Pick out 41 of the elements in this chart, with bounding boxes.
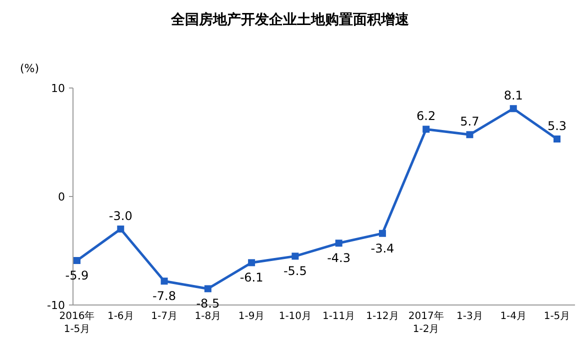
y-tick-label: 10 <box>51 82 65 95</box>
data-label: -4.3 <box>327 251 351 266</box>
point <box>117 226 124 233</box>
x-tick-label: 2016年 1-5月 <box>59 310 95 335</box>
data-label: -5.5 <box>283 264 307 278</box>
x-tick-label: 1-7月 <box>151 311 178 322</box>
point <box>160 278 168 285</box>
x-tick-label: 2017年 1-2月 <box>408 310 444 335</box>
x-tick-label: 1-3月 <box>456 311 483 322</box>
chart-title: 全国房地产开发企业土地购置面积增速 <box>170 11 410 28</box>
data-label: -3.4 <box>370 241 394 256</box>
y-tick-label: -10 <box>47 299 65 312</box>
point <box>466 131 474 138</box>
data-label: -7.8 <box>152 289 176 304</box>
x-tick-label: 1-4月 <box>500 311 527 322</box>
x-tick-label: 1-10月 <box>278 311 312 322</box>
data-label: -6.1 <box>240 270 264 285</box>
data-label: 6.2 <box>416 109 436 124</box>
point <box>74 257 80 264</box>
point <box>422 126 430 133</box>
point <box>554 135 560 142</box>
data-label: 5.7 <box>460 114 480 129</box>
point <box>292 252 299 260</box>
point <box>510 105 517 112</box>
point <box>248 259 256 266</box>
point <box>378 230 386 237</box>
data-label: 5.3 <box>547 118 567 133</box>
x-tick-label: 1-12月 <box>366 311 399 322</box>
data-label: -5.9 <box>65 268 89 283</box>
x-tick-label: 1-8月 <box>194 311 222 322</box>
x-tick-label: 1-9月 <box>238 311 265 322</box>
data-label: -8.5 <box>196 296 220 311</box>
x-tick-label: 1-11月 <box>322 311 356 322</box>
data-label: -3.0 <box>108 209 132 224</box>
x-tick-label: 1-5月 <box>544 311 570 322</box>
data-label: 8.1 <box>504 88 523 103</box>
y-tick-label: 0 <box>58 190 65 204</box>
point <box>335 240 342 247</box>
x-tick-label: 1-6月 <box>107 311 134 322</box>
point <box>204 285 212 292</box>
y-axis-title: (%) <box>20 62 40 75</box>
